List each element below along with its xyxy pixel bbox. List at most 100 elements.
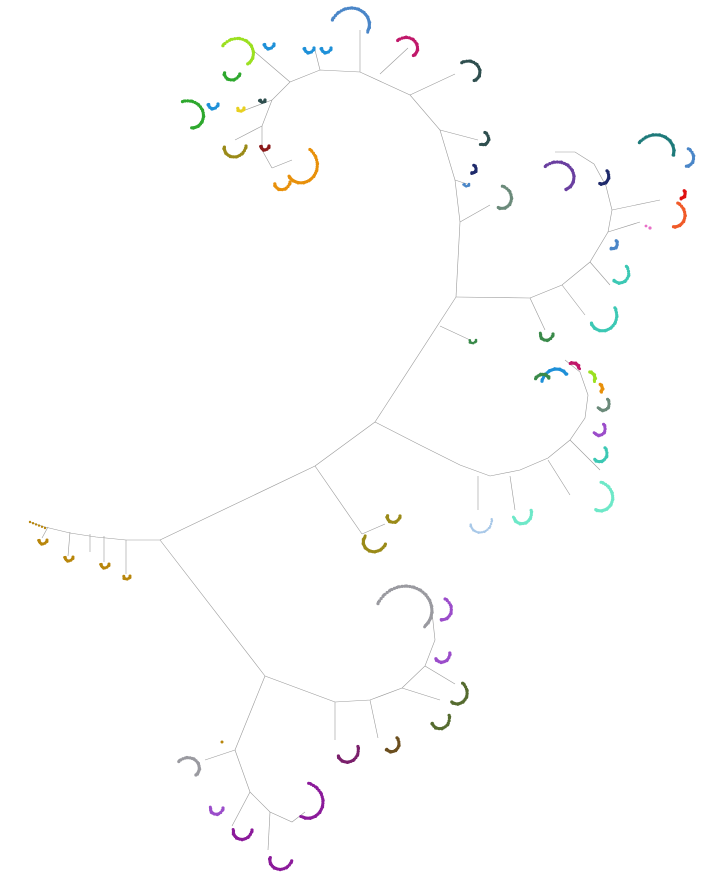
tree-branch [374, 296, 457, 423]
leaf-node [607, 400, 611, 404]
leaf-node [463, 182, 466, 186]
leaf-node [273, 182, 277, 186]
tree-branch [369, 699, 379, 739]
leaf-node [37, 524, 41, 527]
tree-branch [529, 297, 546, 331]
leaf-node [612, 278, 616, 282]
leaf-node [594, 508, 598, 512]
leaf-node [246, 62, 250, 66]
leaf-node [593, 380, 596, 384]
tree-branch [455, 296, 531, 299]
leaf-node [547, 376, 551, 380]
leaf-node [186, 756, 190, 760]
leaf-node [626, 267, 630, 271]
tree-branch [409, 73, 456, 96]
tree-branch [264, 675, 336, 703]
leaf-node [390, 587, 394, 592]
leaf-node [614, 310, 619, 315]
leaf-node [386, 514, 390, 518]
leaf-node [37, 538, 41, 542]
leaf-node [190, 126, 194, 130]
leaf-node [299, 815, 303, 818]
leaf-node [691, 155, 696, 159]
leaf-node [607, 402, 611, 406]
leaf-node [596, 406, 600, 410]
tree-branch [231, 791, 251, 827]
leaf-node [28, 520, 32, 524]
leaf-node [230, 37, 234, 41]
leaf-node [186, 99, 190, 103]
leaf-node [480, 531, 484, 534]
leaf-node [315, 158, 319, 162]
tree-branch [379, 47, 409, 75]
leaf-node [405, 584, 409, 588]
leaf-node [258, 98, 262, 102]
leaf-node [356, 747, 360, 751]
leaf-node [592, 431, 596, 435]
leaf-node [490, 520, 493, 523]
tree-branch [589, 261, 611, 286]
leaf-node [468, 339, 472, 342]
tree-branch [261, 69, 461, 223]
leaf-node [236, 106, 240, 110]
leaf-node [434, 657, 438, 661]
tree-leaves [28, 6, 696, 872]
tree-branch [159, 465, 316, 541]
leaf-node [220, 740, 224, 744]
tree-branch [361, 523, 386, 535]
leaf-node [589, 321, 594, 325]
leaf-node [469, 523, 472, 526]
leaf-node [223, 71, 227, 75]
tree-branch [204, 749, 236, 761]
leaf-node [486, 528, 489, 531]
leaf-node [207, 102, 211, 107]
leaf-node [408, 584, 412, 589]
leaf-node [648, 226, 652, 230]
tree-branch [569, 439, 601, 471]
leaf-node [599, 389, 603, 393]
leaf-node [208, 805, 212, 809]
tree-branch [529, 151, 613, 299]
leaf-node [671, 153, 675, 157]
leaf-node [529, 511, 534, 515]
leaf-node [99, 562, 103, 566]
leaf-node [489, 522, 493, 526]
leaf-node [598, 181, 602, 186]
tree-branch [334, 611, 436, 703]
leaf-node [472, 78, 476, 83]
tree-branch [607, 221, 641, 233]
leaf-node [263, 42, 267, 47]
leaf-node [487, 526, 491, 530]
leaf-node [181, 757, 185, 761]
tree-branch [159, 539, 266, 677]
leaf-node [63, 555, 67, 559]
leaf-node [593, 457, 597, 461]
leaf-node [194, 773, 198, 777]
leaf-node [320, 46, 324, 51]
leaf-node [564, 187, 568, 191]
leaf-node [34, 523, 38, 526]
tree-edges [29, 30, 661, 851]
leaf-node [400, 36, 404, 40]
leaf-node [392, 586, 396, 591]
leaf-node [626, 269, 631, 273]
leaf-node [644, 224, 648, 228]
leaf-node [398, 37, 402, 41]
tree-branch [547, 459, 571, 496]
tree-branch [234, 749, 251, 793]
leaf-node [679, 196, 683, 200]
tree-branch [249, 791, 306, 823]
leaf-node [430, 721, 434, 726]
leaf-node [400, 584, 404, 589]
leaf-node [238, 37, 242, 41]
leaf-node [603, 425, 607, 429]
leaf-node [465, 59, 469, 63]
tree-branch [611, 199, 661, 211]
leaf-node [287, 174, 291, 178]
leaf-node [511, 515, 515, 519]
leaf-node [233, 37, 237, 41]
leaf-node [470, 171, 474, 175]
tree-branch [401, 687, 441, 701]
leaf-node [366, 30, 370, 34]
